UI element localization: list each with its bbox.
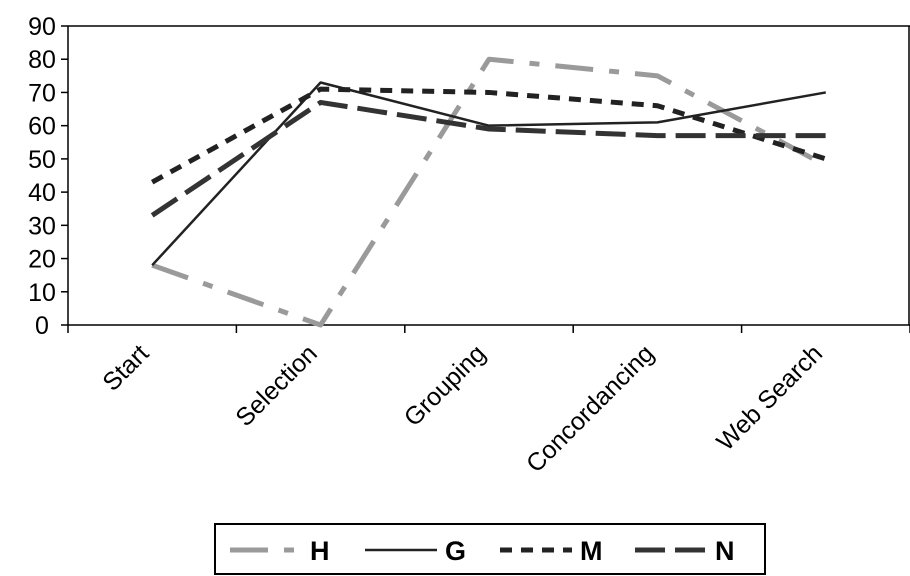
y-tick-label: 70 (28, 79, 56, 107)
legend-label-g: G (445, 536, 466, 566)
y-tick-label: 30 (28, 212, 56, 240)
plot-area (68, 25, 910, 325)
series-line-m (150, 86, 827, 185)
y-tick-label: 20 (28, 246, 56, 274)
y-axis: 0 10 20 30 40 50 60 70 80 90 (28, 13, 69, 340)
legend-label-h: H (310, 536, 330, 566)
x-category-label: Web Search (711, 339, 828, 456)
x-category-label: Grouping (399, 339, 492, 432)
x-category-label: Concordancing (521, 339, 660, 478)
y-tick-label: 90 (28, 13, 56, 41)
series-line-n (150, 99, 826, 218)
series-line-h (151, 56, 827, 328)
y-tick-label: 0 (35, 312, 49, 340)
y-tick-label: 50 (28, 146, 56, 174)
y-tick-label: 80 (28, 46, 56, 74)
y-tick-label: 60 (28, 113, 56, 141)
series-layer (150, 56, 827, 328)
x-category-label: Start (97, 339, 154, 396)
legend-box (214, 523, 766, 575)
series-line-g (151, 81, 827, 267)
x-axis: Start Selection Grouping Concordancing Web S… (67, 324, 910, 478)
x-category-label: Selection (230, 339, 323, 432)
y-tick-label: 10 (28, 279, 56, 307)
y-tick-label: 40 (28, 179, 56, 207)
legend-label-n: N (715, 536, 735, 566)
legend-label-m: M (580, 536, 603, 566)
